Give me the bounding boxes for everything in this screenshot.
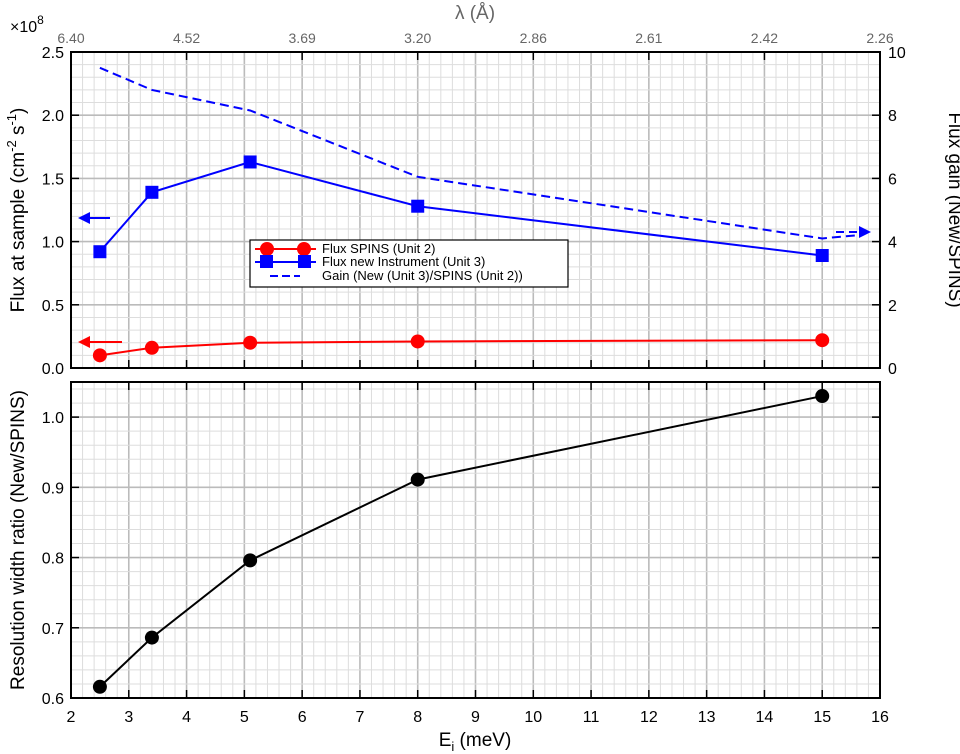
x-tick-label: 16 (871, 709, 889, 726)
data-point (92, 348, 107, 363)
top-x-tick-label: 3.20 (404, 30, 431, 46)
x-tick-label: 15 (813, 709, 831, 726)
data-point (144, 630, 159, 645)
y-tick-label: 0.7 (42, 621, 64, 638)
top-x-tick-label: 2.42 (751, 30, 778, 46)
bottom-panel-grid (70, 382, 881, 699)
legend-label-gain: Gain (New (Unit 3)/SPINS (Unit 2)) (322, 268, 523, 283)
legend-label-new: Flux new Instrument (Unit 3) (322, 254, 485, 269)
right-y-axis-label: Flux gain (New/SPINS) (944, 112, 960, 307)
y2-tick-label: 0 (888, 361, 897, 378)
left-axis-arrow-blue (78, 212, 110, 224)
bottom-panel-series (92, 389, 830, 694)
data-point (144, 340, 159, 355)
y-tick-label: 1.0 (42, 410, 64, 427)
x-tick-label: 5 (240, 709, 249, 726)
y-tick-label: 0.5 (42, 298, 64, 315)
bottom-x-axis-label: Ei (meV) (439, 730, 512, 754)
y-tick-label: 1.0 (42, 235, 64, 252)
top-panel-grid (70, 51, 881, 369)
x-tick-label: 13 (698, 709, 716, 726)
y-multiplier: ×108 (10, 13, 44, 36)
y-tick-label: 2.0 (42, 108, 64, 125)
x-tick-label: 2 (67, 709, 76, 726)
data-point (410, 334, 425, 349)
y-tick-label: 1.5 (42, 171, 64, 188)
y-tick-label: 0.9 (42, 480, 64, 497)
x-tick-label: 3 (124, 709, 133, 726)
series-line-0 (99, 395, 823, 688)
top-y-axis-label: Flux at sample (cm-2 s-1) (4, 108, 29, 313)
data-point (815, 249, 829, 263)
top-x-tick-label: 2.61 (635, 30, 662, 46)
x-tick-label: 7 (355, 709, 364, 726)
x-tick-label: 10 (524, 709, 542, 726)
y-tick-label: 0.8 (42, 551, 64, 568)
data-point (410, 472, 425, 487)
legend-marker-spins (260, 242, 274, 256)
x-tick-label: 11 (583, 709, 600, 726)
x-tick-label: 12 (640, 709, 658, 726)
legend-label-spins: Flux SPINS (Unit 2) (322, 241, 435, 256)
data-point (145, 185, 159, 199)
x-tick-label: 9 (471, 709, 480, 726)
right-axis-arrow-blue (836, 226, 871, 238)
left-axis-arrow-red (78, 336, 122, 348)
data-point (243, 155, 257, 169)
data-point (92, 679, 107, 694)
y2-tick-label: 8 (888, 108, 897, 125)
x-tick-label: 4 (182, 709, 191, 726)
x-tick-label: 6 (298, 709, 307, 726)
top-x-tick-label: 2.26 (866, 30, 893, 46)
legend-marker-new (260, 255, 273, 268)
y2-tick-label: 2 (888, 298, 897, 315)
y-tick-label: 2.5 (42, 45, 64, 62)
axis-ticks (70, 51, 881, 699)
top-x-tick-label: 4.52 (173, 30, 200, 46)
y-tick-label: 0.6 (42, 691, 64, 708)
data-point (243, 335, 258, 350)
tick-labels: 2 3 4 5 6 7 8 9 10 11 12 13 14 15 16 6.40 4.52 3.69 3.20 2.… (42, 30, 906, 726)
y2-tick-label: 4 (888, 235, 897, 252)
data-point (93, 245, 107, 259)
top-x-tick-label: 2.86 (520, 30, 547, 46)
top-panel-series (92, 66, 857, 363)
series-line-2 (99, 66, 857, 240)
top-x-tick-label: 6.40 (57, 30, 84, 46)
y2-tick-label: 10 (888, 45, 906, 62)
y2-tick-label: 6 (888, 171, 897, 188)
bottom-y-axis-label: Resolution width ratio (New/SPINS) (8, 390, 29, 690)
data-point (243, 553, 258, 568)
x-tick-label: 8 (413, 709, 422, 726)
data-point (411, 199, 425, 213)
data-point (815, 333, 830, 348)
y-tick-label: 0.0 (42, 361, 64, 378)
top-x-tick-label: 3.69 (289, 30, 316, 46)
top-x-axis-label: λ (Å) (455, 3, 495, 24)
data-point (815, 389, 830, 404)
x-tick-label: 14 (756, 709, 774, 726)
legend: Flux SPINS (Unit 2) Flux new Instrument … (249, 239, 569, 288)
